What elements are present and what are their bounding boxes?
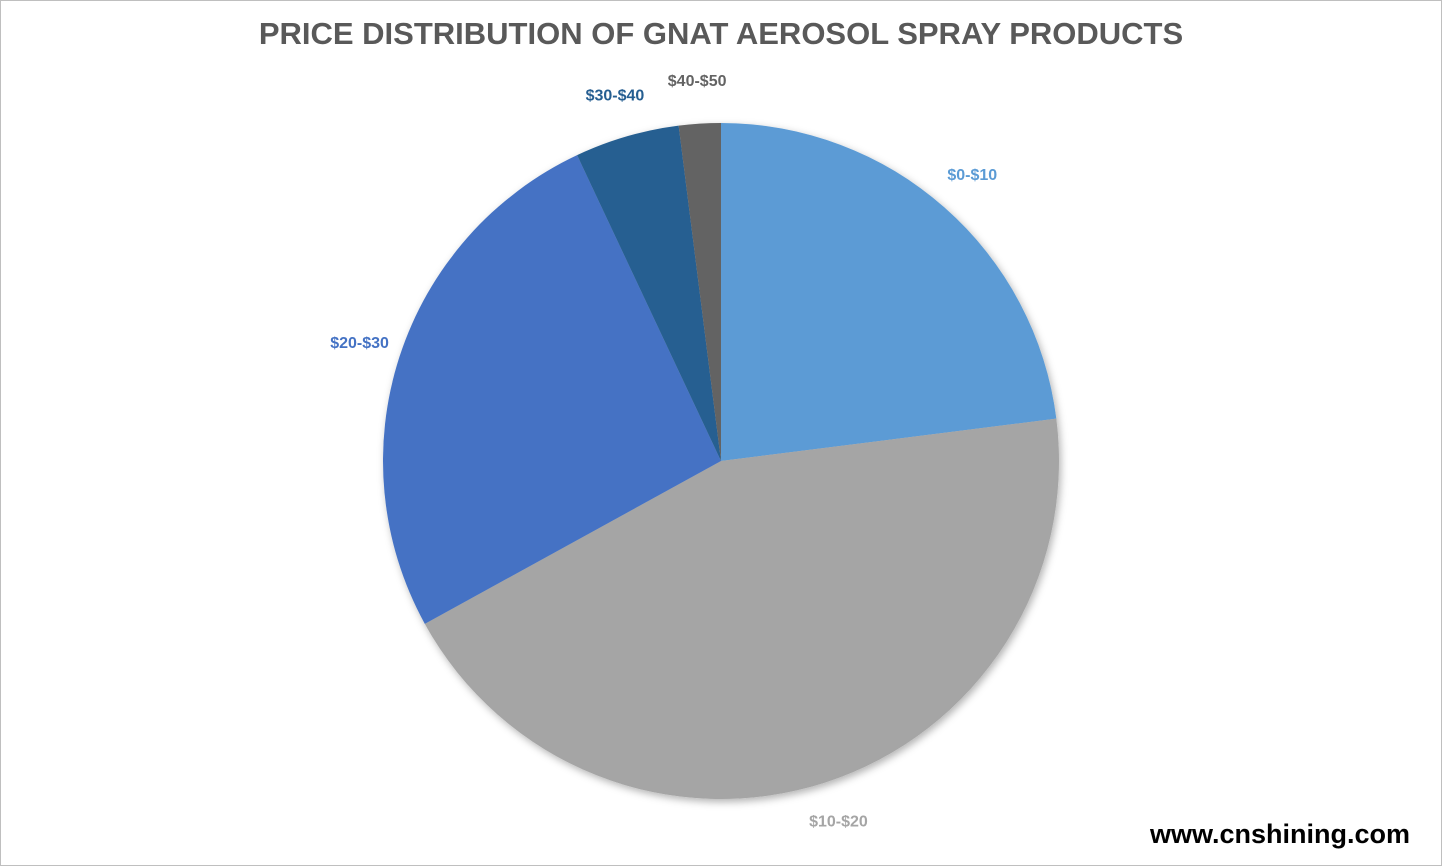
pie-slice <box>424 418 1059 799</box>
slice-label: $20-$30 <box>330 335 389 352</box>
pie-slice <box>382 155 721 624</box>
slice-label: $0-$10 <box>947 167 997 184</box>
slice-label: $30-$40 <box>586 87 645 104</box>
pie <box>382 123 1059 799</box>
slice-label: $40-$50 <box>668 73 727 90</box>
pie-slice <box>577 125 721 462</box>
slice-label: $10-$20 <box>809 814 868 831</box>
chart-title: PRICE DISTRIBUTION OF GNAT AEROSOL SPRAY… <box>259 16 1183 51</box>
pie-slice <box>721 123 1057 461</box>
watermark: www.cnshining.com <box>1149 819 1410 849</box>
pie-slice <box>678 123 721 461</box>
